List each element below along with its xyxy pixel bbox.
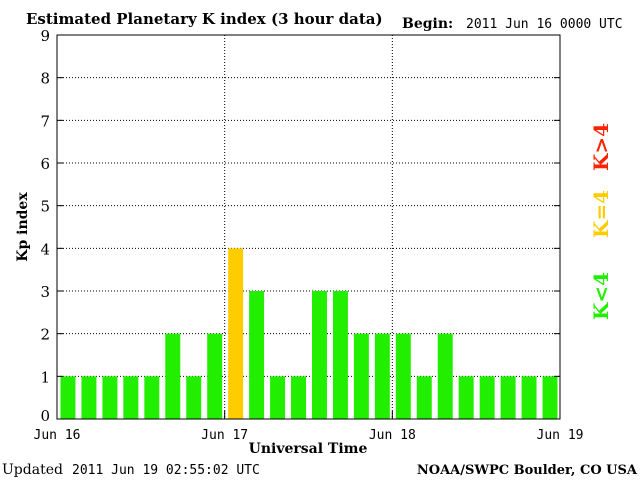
legend-item: K<4 [589, 272, 613, 320]
x-tick-label: Jun 16 [34, 428, 81, 443]
legend-item: K>4 [589, 123, 613, 171]
x-tick-label: Jun 19 [537, 428, 584, 443]
kp-bar [437, 333, 453, 419]
kp-bar [123, 376, 139, 419]
x-tick-label: Jun 17 [201, 428, 248, 443]
y-tick-label: 8 [40, 70, 50, 88]
kp-bar [542, 376, 558, 419]
kp-bar [207, 333, 223, 419]
kp-bar [479, 376, 495, 419]
legend-item: K=4 [589, 190, 613, 238]
kp-bar [374, 333, 390, 419]
kp-bar [312, 291, 327, 419]
y-tick-label: 9 [40, 27, 50, 45]
y-tick-label: 4 [40, 240, 50, 258]
kp-bar [416, 376, 432, 419]
kp-bar [186, 376, 202, 419]
kp-bar [500, 376, 516, 419]
x-axis-ticks: Jun 16 Jun 17 Jun 18 Jun 19 [34, 411, 584, 443]
kp-bar [395, 333, 411, 419]
kp-bar [332, 291, 348, 419]
chart-title: Estimated Planetary K index (3 hour data… [26, 10, 383, 28]
kp-bar [165, 333, 181, 419]
kp-bar [228, 248, 244, 419]
begin-label: Begin: [402, 16, 453, 32]
kp-bar [291, 376, 306, 419]
kp-bar [60, 376, 76, 419]
begin-value: 2011 Jun 16 0000 UTC [466, 17, 623, 32]
x-tick-label: Jun 18 [369, 428, 416, 443]
legend: K<4 K=4 K>4 [589, 123, 613, 320]
y-tick-label: 5 [40, 198, 50, 216]
kp-bar [81, 376, 97, 419]
kp-bar [270, 376, 286, 419]
y-tick-label: 2 [40, 326, 50, 344]
grid-lines [57, 35, 560, 419]
y-tick-label: 6 [40, 155, 50, 173]
kp-bar [249, 291, 265, 419]
updated-value: 2011 Jun 19 02:55:02 UTC [72, 463, 260, 478]
y-tick-label: 7 [40, 112, 50, 130]
source-credit: NOAA/SWPC Boulder, CO USA [417, 463, 638, 478]
y-tick-label: 1 [40, 368, 50, 386]
updated-label: Updated [2, 462, 63, 478]
y-axis-ticks: 0 1 2 3 4 5 6 7 8 9 [40, 27, 560, 425]
kp-bar [353, 333, 369, 419]
y-tick-label: 0 [40, 407, 50, 425]
plot-frame [56, 34, 561, 420]
bars [60, 248, 558, 419]
x-axis-label: Universal Time [249, 441, 368, 457]
kp-bar [458, 376, 474, 419]
kp-bar [521, 376, 537, 419]
y-axis-label: Kp index [15, 192, 31, 262]
kp-bar [144, 376, 160, 419]
y-tick-label: 3 [40, 283, 50, 301]
kp-bar [102, 376, 118, 419]
